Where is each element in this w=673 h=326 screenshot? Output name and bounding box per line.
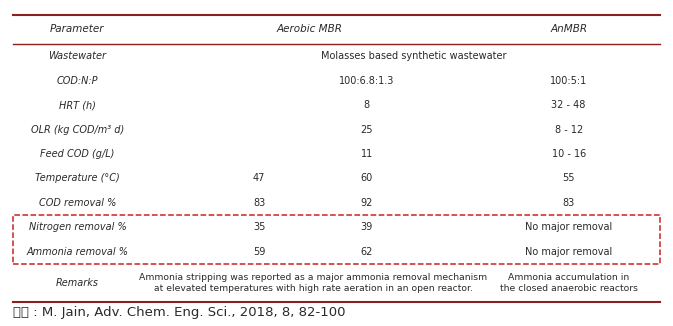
Text: 83: 83 xyxy=(563,198,575,208)
Text: COD removal %: COD removal % xyxy=(39,198,116,208)
Text: 92: 92 xyxy=(361,198,373,208)
Text: 55: 55 xyxy=(563,173,575,184)
Text: 62: 62 xyxy=(361,247,373,257)
Text: 60: 60 xyxy=(361,173,373,184)
Text: COD:N:P: COD:N:P xyxy=(57,76,98,86)
Text: Ammonia stripping was reported as a major ammonia removal mechanism
at elevated : Ammonia stripping was reported as a majo… xyxy=(139,273,487,292)
Text: AnMBR: AnMBR xyxy=(550,24,588,34)
Text: 35: 35 xyxy=(253,222,265,232)
Text: 8: 8 xyxy=(363,100,370,110)
Text: Wastewater: Wastewater xyxy=(48,51,106,61)
Text: Ammonia removal %: Ammonia removal % xyxy=(26,247,129,257)
Text: No major removal: No major removal xyxy=(525,222,612,232)
Text: Aerobic MBR: Aerobic MBR xyxy=(277,24,343,34)
Text: 59: 59 xyxy=(253,247,265,257)
Text: 10 - 16: 10 - 16 xyxy=(552,149,586,159)
Text: 100:5:1: 100:5:1 xyxy=(550,76,588,86)
Text: Ammonia accumulation in
the closed anaerobic reactors: Ammonia accumulation in the closed anaer… xyxy=(499,273,638,292)
Text: Molasses based synthetic wastewater: Molasses based synthetic wastewater xyxy=(321,51,507,61)
Text: 8 - 12: 8 - 12 xyxy=(555,125,583,135)
Text: HRT (h): HRT (h) xyxy=(59,100,96,110)
Text: 39: 39 xyxy=(361,222,373,232)
Text: 32 - 48: 32 - 48 xyxy=(551,100,586,110)
Text: 100:6.8:1.3: 100:6.8:1.3 xyxy=(339,76,394,86)
Text: 47: 47 xyxy=(253,173,265,184)
Text: 25: 25 xyxy=(361,125,373,135)
Text: Nitrogen removal %: Nitrogen removal % xyxy=(28,222,127,232)
Text: 83: 83 xyxy=(253,198,265,208)
Text: 11: 11 xyxy=(361,149,373,159)
Text: Remarks: Remarks xyxy=(56,278,99,288)
Text: Parameter: Parameter xyxy=(50,24,104,34)
Text: Temperature (°C): Temperature (°C) xyxy=(35,173,120,184)
Text: OLR (kg COD/m³ d): OLR (kg COD/m³ d) xyxy=(31,125,124,135)
Text: 출처 : M. Jain, Adv. Chem. Eng. Sci., 2018, 8, 82-100: 출처 : M. Jain, Adv. Chem. Eng. Sci., 2018… xyxy=(13,306,346,319)
Text: No major removal: No major removal xyxy=(525,247,612,257)
Text: Feed COD (g/L): Feed COD (g/L) xyxy=(40,149,114,159)
